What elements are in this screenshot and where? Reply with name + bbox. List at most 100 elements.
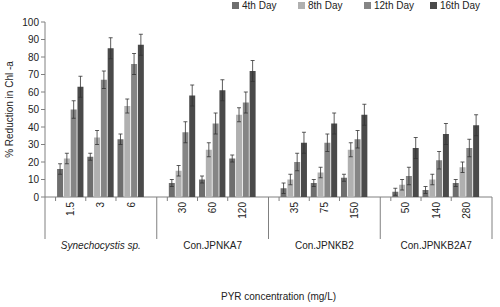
x-tick-label: 75 <box>319 202 330 214</box>
error-bar <box>200 176 204 183</box>
y-tick-label: 60 <box>28 87 40 98</box>
y-tick <box>41 127 45 128</box>
legend-swatch <box>298 2 305 9</box>
x-tick <box>55 197 56 201</box>
bar <box>361 115 367 197</box>
y-tick <box>41 22 45 23</box>
error-bar <box>332 113 336 134</box>
bar <box>250 71 256 197</box>
x-tick <box>309 197 310 201</box>
legend-label: 8th Day <box>308 0 342 11</box>
error-bar <box>95 131 99 145</box>
y-tick <box>41 92 45 93</box>
y-tick <box>41 144 45 145</box>
y-tick-label: 40 <box>28 122 40 133</box>
bar <box>236 115 242 197</box>
y-tick <box>41 197 45 198</box>
x-tick <box>167 197 168 201</box>
group-label: Con.JPNKB2A7 <box>401 240 473 251</box>
y-tick-label: 10 <box>28 174 40 185</box>
bar <box>189 96 195 198</box>
y-tick-label: 80 <box>28 52 40 63</box>
error-bar <box>319 167 323 178</box>
error-bar <box>190 85 194 106</box>
error-bar <box>230 155 234 162</box>
y-axis-title: % Reduction in Chl -a <box>4 61 15 158</box>
x-tick-label: 120 <box>237 202 248 219</box>
bar <box>77 87 83 197</box>
x-tick <box>85 197 86 201</box>
bar <box>101 80 107 197</box>
y-tick <box>41 39 45 40</box>
x-tick-label: 150 <box>349 202 360 219</box>
error-bar <box>356 131 360 149</box>
x-tick <box>197 197 198 201</box>
error-bar <box>88 153 92 160</box>
legend-swatch <box>364 2 371 9</box>
x-tick-label: 50 <box>400 202 411 214</box>
error-bar <box>139 34 143 55</box>
y-tick-label: 90 <box>28 34 40 45</box>
y-tick-label: 20 <box>28 157 40 168</box>
error-bar <box>430 174 434 185</box>
error-bar <box>282 183 286 194</box>
error-bar <box>65 153 69 164</box>
x-tick-label: 140 <box>431 202 442 219</box>
error-bar <box>342 174 346 181</box>
error-bar <box>102 71 106 89</box>
error-bar <box>393 188 397 195</box>
y-tick <box>41 109 45 110</box>
error-bar <box>325 134 329 152</box>
error-bar <box>244 92 248 113</box>
error-bar <box>251 61 255 82</box>
error-bar <box>177 166 181 177</box>
legend-label: 4th Day <box>242 0 276 11</box>
group-label: Con.JPNKA7 <box>183 240 242 251</box>
x-tick-label: 1.5 <box>65 202 76 216</box>
y-tick <box>41 179 45 180</box>
bar <box>108 48 114 197</box>
bar <box>138 45 144 197</box>
error-bar <box>461 162 465 173</box>
group-label: Synechocystis sp. <box>61 240 141 251</box>
legend: 4th Day8th Day12th Day16th Day <box>232 0 480 11</box>
x-tick-label: 6 <box>126 202 137 208</box>
bar <box>348 150 354 197</box>
x-tick <box>451 197 452 201</box>
error-bar <box>109 38 113 59</box>
bar <box>243 103 249 198</box>
y-tick-label: 70 <box>28 69 40 80</box>
error-bar <box>424 187 428 194</box>
y-tick-label: 0 <box>33 192 39 203</box>
x-tick <box>390 197 391 201</box>
error-bar <box>312 180 316 187</box>
error-bar <box>349 143 353 157</box>
error-bar <box>414 138 418 159</box>
bar <box>355 139 361 197</box>
x-tick <box>115 197 116 201</box>
error-bar <box>407 167 411 185</box>
error-bar <box>72 101 76 119</box>
error-bar <box>302 132 306 153</box>
error-bar <box>220 80 224 101</box>
error-bar <box>474 115 478 136</box>
bar <box>87 157 93 197</box>
y-tick <box>41 74 45 75</box>
error-bar <box>125 99 129 113</box>
bar <box>124 106 130 197</box>
bar <box>219 90 225 197</box>
y-tick <box>41 57 45 58</box>
group-separator <box>268 197 269 239</box>
group-separator <box>156 197 157 239</box>
group-separator <box>492 197 493 239</box>
error-bar <box>444 124 448 145</box>
error-bar <box>362 104 366 125</box>
error-bar <box>237 108 241 122</box>
bar <box>331 124 337 198</box>
y-tick-label: 30 <box>28 139 40 150</box>
error-bar <box>467 139 471 157</box>
x-tick <box>339 197 340 201</box>
x-tick <box>227 197 228 201</box>
x-tick-label: 3 <box>95 202 106 208</box>
legend-label: 12th Day <box>374 0 414 11</box>
